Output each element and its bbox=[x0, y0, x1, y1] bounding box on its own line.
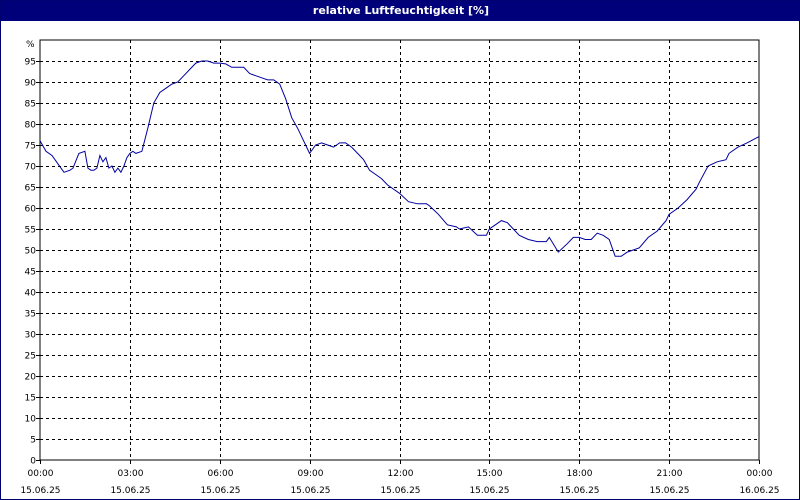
x-tick-time: 12:00 bbox=[388, 469, 414, 479]
y-tick-label: 5 bbox=[30, 436, 36, 446]
y-tick-label: 40 bbox=[25, 289, 37, 299]
y-tick-label: 90 bbox=[25, 79, 37, 89]
y-axis-label: % bbox=[26, 40, 35, 50]
y-tick-label: 75 bbox=[25, 142, 36, 152]
x-tick-time: 18:00 bbox=[567, 469, 593, 479]
y-tick-label: 65 bbox=[25, 184, 36, 194]
x-tick-time: 06:00 bbox=[208, 469, 234, 479]
y-tick-label: 50 bbox=[25, 247, 37, 257]
x-tick-time: 15:00 bbox=[477, 469, 503, 479]
y-tick-label: 35 bbox=[25, 310, 36, 320]
x-tick-time: 00:00 bbox=[28, 469, 54, 479]
plot-area bbox=[39, 39, 760, 461]
humidity-line bbox=[39, 60, 760, 257]
x-tick-date: 15.06.25 bbox=[469, 486, 509, 496]
y-tick-label: 15 bbox=[25, 394, 36, 404]
x-tick-date: 16.06.25 bbox=[739, 486, 779, 496]
y-axis-ticks: 0 5 10 15 20 25 30 35 40 45 50 55 60 65 70 75 80 85 90 95 bbox=[25, 58, 40, 467]
y-tick-label: 30 bbox=[25, 331, 37, 341]
y-tick-label: 0 bbox=[30, 457, 36, 467]
y-tick-label: 60 bbox=[25, 205, 37, 215]
x-tick-time: 21:00 bbox=[657, 469, 683, 479]
x-tick-date: 15.06.25 bbox=[290, 486, 330, 496]
x-tick-date: 15.06.25 bbox=[649, 486, 689, 496]
x-tick-date: 15.06.25 bbox=[110, 486, 150, 496]
y-tick-label: 20 bbox=[25, 373, 37, 383]
chart-title: relative Luftfeuchtigkeit [%] bbox=[1, 1, 800, 21]
x-tick-date: 15.06.25 bbox=[559, 486, 599, 496]
y-tick-label: 55 bbox=[25, 226, 36, 236]
y-tick-label: 45 bbox=[25, 268, 36, 278]
y-tick-label: 80 bbox=[25, 121, 37, 131]
grid-lines bbox=[40, 40, 759, 460]
x-tick-time: 09:00 bbox=[298, 469, 324, 479]
x-tick-date: 15.06.25 bbox=[20, 486, 60, 496]
y-tick-label: 25 bbox=[25, 352, 36, 362]
y-tick-label: 95 bbox=[25, 58, 36, 68]
x-tick-time: 00:00 bbox=[747, 469, 773, 479]
x-tick-time: 03:00 bbox=[118, 469, 144, 479]
x-tick-date: 15.06.25 bbox=[200, 486, 240, 496]
x-axis-ticks: 00:00 15.06.25 03:00 15.06.25 06:00 15.06.25 0… bbox=[20, 460, 780, 496]
x-tick-date: 15.06.25 bbox=[380, 486, 420, 496]
y-tick-label: 70 bbox=[25, 163, 37, 173]
y-tick-label: 10 bbox=[25, 415, 37, 425]
y-tick-label: 85 bbox=[25, 100, 36, 110]
